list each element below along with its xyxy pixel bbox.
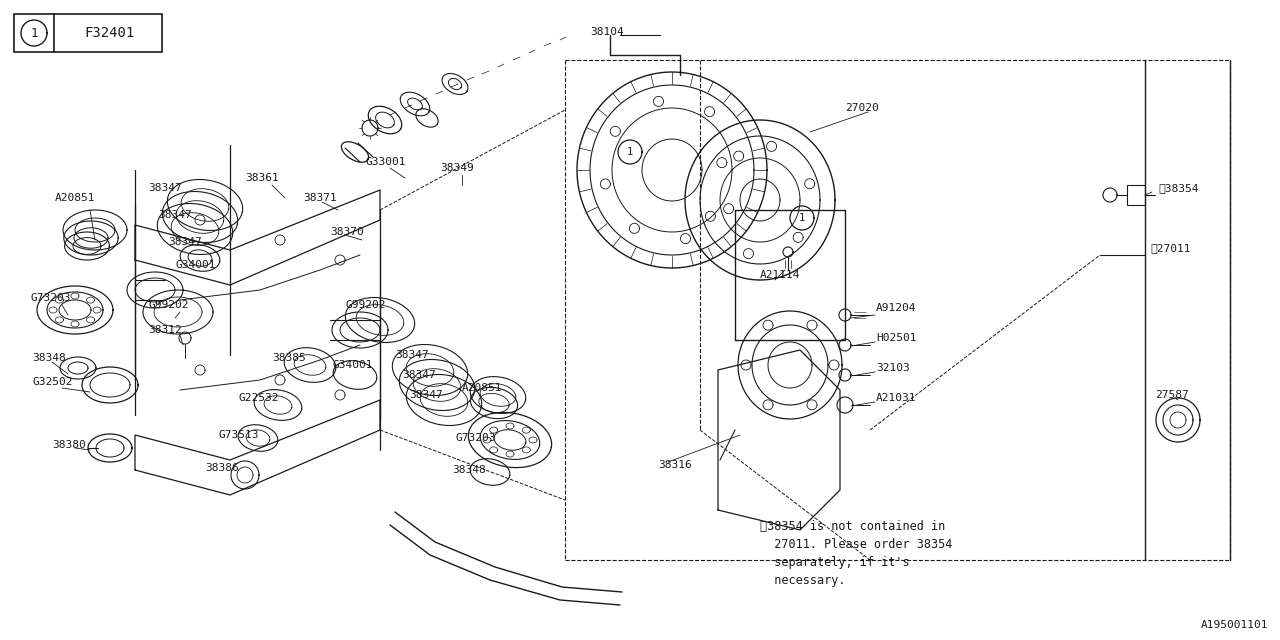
Text: 38349: 38349 <box>440 163 474 173</box>
Text: 38348: 38348 <box>32 353 65 363</box>
Text: G73203: G73203 <box>29 293 70 303</box>
Text: ‸27011: ‸27011 <box>1149 243 1190 253</box>
Text: A195001101: A195001101 <box>1201 620 1268 630</box>
Text: 38385: 38385 <box>273 353 306 363</box>
Text: 1: 1 <box>31 26 37 40</box>
Text: 38316: 38316 <box>658 460 691 470</box>
Text: 38361: 38361 <box>244 173 279 183</box>
Text: 38347: 38347 <box>410 390 443 400</box>
Text: G73513: G73513 <box>218 430 259 440</box>
Text: A21114: A21114 <box>760 270 800 280</box>
Text: H02501: H02501 <box>876 333 916 343</box>
Text: 38370: 38370 <box>330 227 364 237</box>
Text: 1: 1 <box>627 147 634 157</box>
Text: 27020: 27020 <box>845 103 879 113</box>
Text: A91204: A91204 <box>876 303 916 313</box>
Text: G33001: G33001 <box>365 157 406 167</box>
Text: G22532: G22532 <box>238 393 279 403</box>
Text: F32401: F32401 <box>84 26 134 40</box>
Bar <box>14 14 163 52</box>
Text: 38347: 38347 <box>396 350 429 360</box>
Text: A21031: A21031 <box>876 393 916 403</box>
Text: G99202: G99202 <box>148 300 188 310</box>
Text: ‸38354 is not contained in
  27011. Please order 38354
  separately, if it's
  n: ‸38354 is not contained in 27011. Please… <box>760 520 952 587</box>
Text: ‸38354: ‸38354 <box>1158 183 1198 193</box>
Text: 38312: 38312 <box>148 325 182 335</box>
Text: 1: 1 <box>799 213 805 223</box>
Polygon shape <box>790 206 814 230</box>
Text: 27587: 27587 <box>1155 390 1189 400</box>
Polygon shape <box>20 20 47 46</box>
Text: 38347: 38347 <box>402 370 435 380</box>
Text: 38104: 38104 <box>590 27 623 37</box>
Text: A20851: A20851 <box>55 193 96 203</box>
Text: G34001: G34001 <box>332 360 372 370</box>
Text: G99202: G99202 <box>346 300 385 310</box>
Polygon shape <box>618 140 643 164</box>
Text: 38347: 38347 <box>168 237 202 247</box>
Text: A20851: A20851 <box>462 383 503 393</box>
Text: 32103: 32103 <box>876 363 910 373</box>
Text: 38386: 38386 <box>205 463 239 473</box>
Polygon shape <box>1156 398 1201 442</box>
Text: 38371: 38371 <box>303 193 337 203</box>
Bar <box>1126 185 1146 205</box>
Text: G34001: G34001 <box>175 260 215 270</box>
Text: 38347: 38347 <box>157 210 192 220</box>
Text: G73203: G73203 <box>454 433 495 443</box>
Text: 38348: 38348 <box>452 465 485 475</box>
Text: 38380: 38380 <box>52 440 86 450</box>
Text: 38347: 38347 <box>148 183 182 193</box>
Text: G32502: G32502 <box>32 377 73 387</box>
